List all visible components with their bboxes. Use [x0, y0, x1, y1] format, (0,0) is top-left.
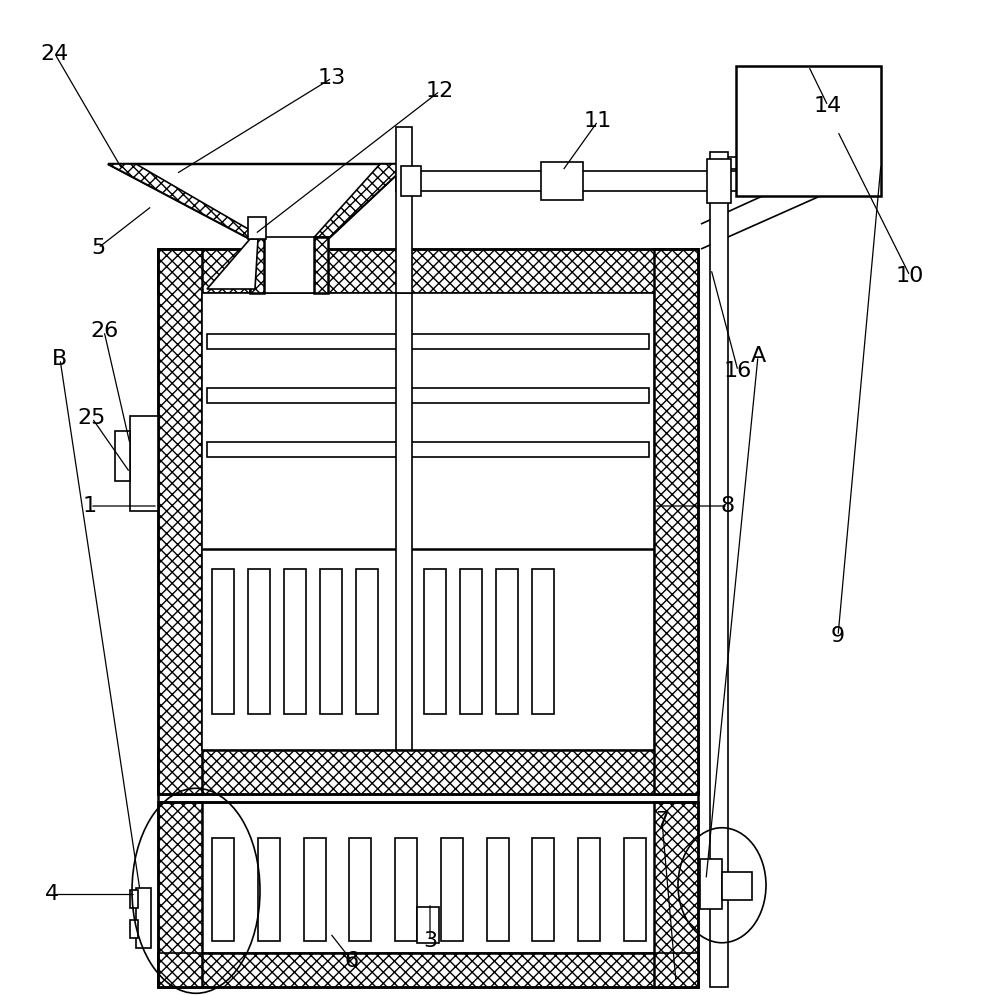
Bar — [710, 152, 728, 987]
Bar — [396, 293, 412, 750]
Text: A: A — [750, 346, 766, 366]
Bar — [130, 890, 138, 908]
Bar — [707, 159, 731, 203]
Bar — [532, 839, 554, 941]
Bar — [158, 802, 202, 987]
Bar — [248, 217, 266, 239]
Text: 11: 11 — [584, 111, 612, 131]
Bar — [212, 569, 234, 714]
Text: 3: 3 — [423, 931, 437, 951]
Text: 16: 16 — [724, 361, 752, 381]
Bar — [207, 442, 649, 457]
Bar — [320, 569, 342, 714]
Polygon shape — [108, 164, 265, 239]
Bar — [158, 953, 698, 987]
Bar — [158, 249, 202, 794]
Bar — [417, 907, 439, 943]
Bar — [349, 839, 371, 941]
Bar — [248, 569, 270, 714]
Text: 5: 5 — [91, 238, 105, 258]
Polygon shape — [313, 164, 408, 239]
Polygon shape — [108, 164, 408, 239]
Bar — [578, 839, 600, 941]
Bar — [207, 335, 649, 350]
Text: 8: 8 — [721, 496, 735, 516]
Bar — [736, 66, 881, 196]
Bar — [356, 569, 378, 714]
Text: 25: 25 — [78, 408, 106, 428]
Bar — [115, 430, 130, 481]
Bar — [396, 127, 412, 293]
Text: 10: 10 — [896, 266, 924, 286]
Text: B: B — [52, 349, 68, 369]
Bar — [130, 415, 158, 511]
Text: 12: 12 — [426, 81, 454, 101]
Bar — [130, 920, 138, 938]
Text: 24: 24 — [41, 44, 69, 64]
Bar — [496, 569, 518, 714]
Bar — [158, 750, 698, 794]
Bar — [395, 839, 417, 941]
Text: 6: 6 — [345, 951, 359, 971]
Bar — [487, 839, 509, 941]
Polygon shape — [207, 239, 258, 289]
Bar — [250, 237, 328, 293]
Bar — [136, 888, 151, 948]
Bar — [314, 237, 328, 293]
Bar — [624, 839, 646, 941]
Bar — [284, 569, 306, 714]
Bar — [654, 802, 698, 987]
Bar — [441, 839, 463, 941]
Bar — [158, 249, 698, 794]
Bar — [722, 872, 752, 900]
Bar — [424, 569, 446, 714]
Bar — [654, 249, 698, 794]
Bar — [401, 166, 421, 196]
Text: 9: 9 — [831, 626, 845, 646]
Bar — [207, 388, 649, 403]
Bar — [541, 162, 583, 200]
Text: 7: 7 — [655, 811, 669, 831]
Bar — [158, 802, 698, 987]
Bar — [532, 569, 554, 714]
Bar — [202, 293, 654, 750]
Text: 1: 1 — [83, 496, 97, 516]
Text: 13: 13 — [318, 68, 346, 88]
Bar — [460, 569, 482, 714]
Text: 14: 14 — [814, 96, 842, 116]
Text: 26: 26 — [90, 321, 118, 341]
Bar — [258, 839, 280, 941]
Bar — [700, 860, 722, 909]
Bar — [396, 171, 806, 191]
Bar — [250, 237, 264, 293]
Bar — [212, 839, 234, 941]
Bar — [158, 249, 698, 293]
Bar — [304, 839, 326, 941]
Text: 4: 4 — [45, 884, 59, 904]
